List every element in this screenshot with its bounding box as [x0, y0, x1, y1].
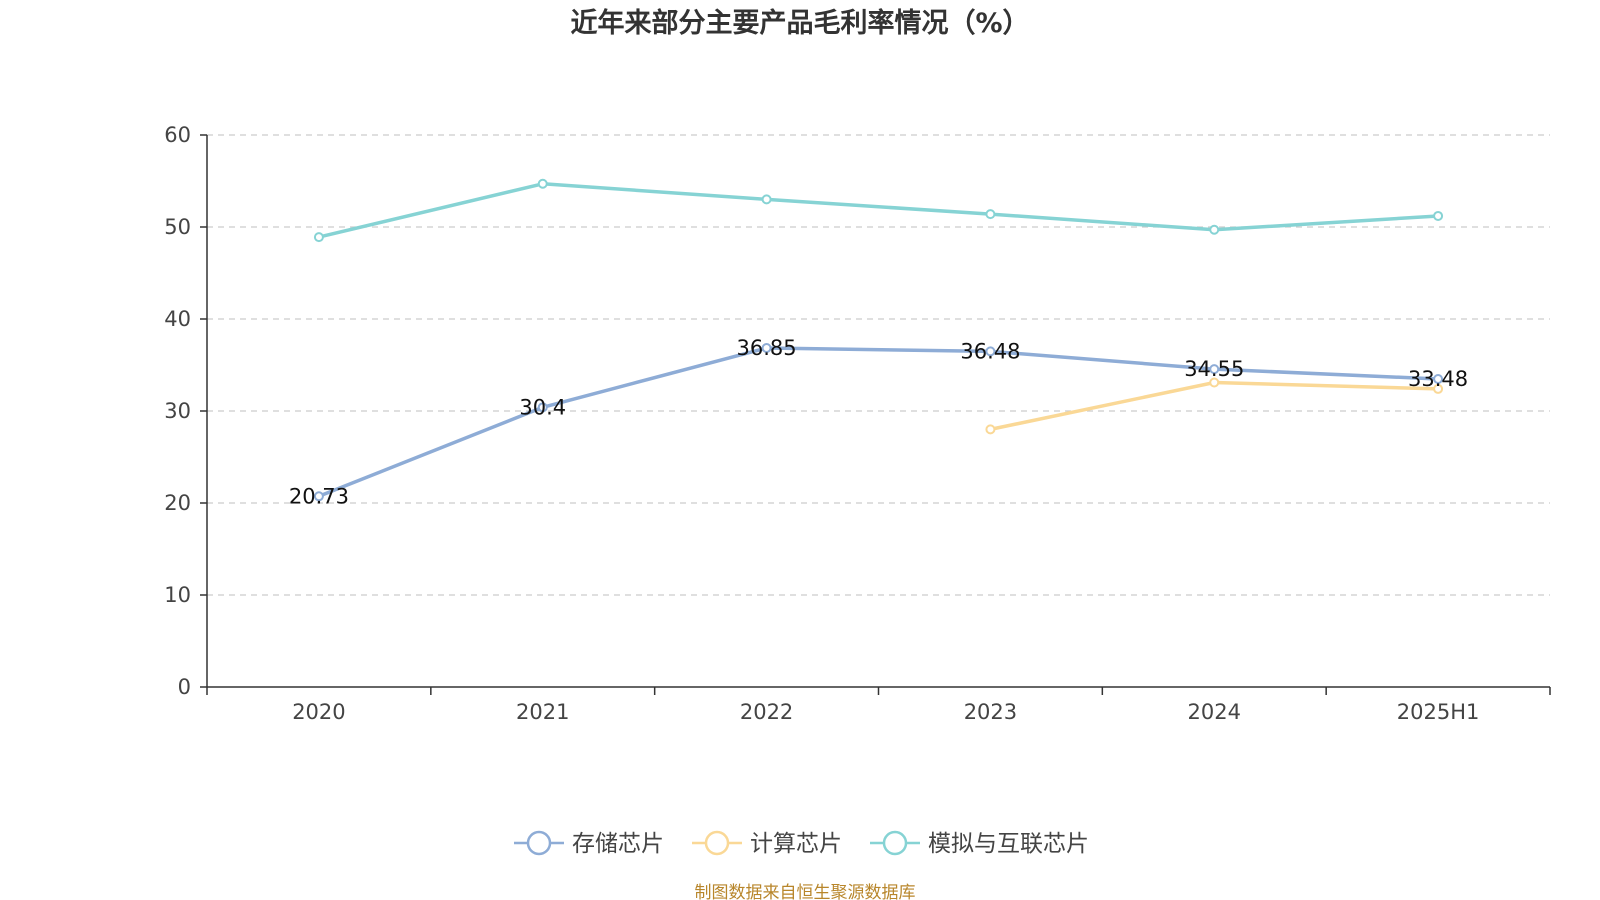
- series-line: [317, 346, 1440, 499]
- data-point: [537, 402, 548, 413]
- data-point: [1209, 364, 1220, 375]
- legend-label: 存储芯片: [572, 831, 664, 857]
- x-tick-label: 2021: [516, 700, 569, 724]
- x-tick-label: 2020: [292, 700, 345, 724]
- legend-marker: [704, 830, 730, 856]
- data-point: [985, 424, 996, 435]
- x-tick-label: 2025H1: [1397, 700, 1480, 724]
- y-tick-label: 20: [164, 491, 191, 515]
- series-lines: [313, 178, 1444, 502]
- data-point: [985, 346, 996, 357]
- series-line: [988, 380, 1440, 432]
- data-label: 33.48: [1408, 367, 1468, 391]
- y-tick-label: 30: [164, 399, 191, 423]
- y-tick-label: 10: [164, 583, 191, 607]
- chart-title: 近年来部分主要产品毛利率情况（%）: [570, 7, 1029, 39]
- data-point: [313, 491, 324, 502]
- data-point: [761, 194, 772, 205]
- data-label: 36.85: [737, 336, 797, 360]
- data-point: [537, 178, 548, 189]
- source-note: 制图数据来自恒生聚源数据库: [695, 883, 916, 900]
- legend-marker: [526, 830, 552, 856]
- data-label: 36.48: [960, 339, 1020, 363]
- data-point: [1433, 373, 1444, 384]
- data-point: [761, 342, 772, 353]
- data-label: 20.73: [289, 484, 349, 508]
- data-point: [1209, 224, 1220, 235]
- x-tick-label: 2023: [964, 700, 1017, 724]
- data-point: [1433, 210, 1444, 221]
- y-tick-label: 40: [164, 307, 191, 331]
- data-point: [1433, 383, 1444, 394]
- x-tick-label: 2022: [740, 700, 793, 724]
- gridlines: [207, 134, 1550, 596]
- data-point: [313, 232, 324, 243]
- data-label: 30.4: [519, 395, 566, 419]
- y-tick-label: 60: [164, 123, 191, 147]
- data-labels: 20.73 30.4 36.85 36.48 34.55 33.48: [289, 336, 1468, 508]
- series-line: [317, 182, 1440, 239]
- legend-label: 模拟与互联芯片: [928, 831, 1089, 857]
- data-point: [985, 209, 996, 220]
- legend-label: 计算芯片: [750, 831, 842, 857]
- legend-marker: [882, 830, 908, 856]
- data-point: [1209, 377, 1220, 388]
- x-tick-label: 2024: [1188, 700, 1241, 724]
- y-tick-label: 50: [164, 215, 191, 239]
- legend: 存储芯片 计算芯片 模拟与互联芯片: [514, 830, 1089, 857]
- data-label: 34.55: [1184, 357, 1244, 381]
- y-tick-label: 0: [178, 675, 191, 699]
- axes: 0 10 20 30 40 50 60 2020 2021 2022 2023 2024 2025H1: [164, 123, 1551, 724]
